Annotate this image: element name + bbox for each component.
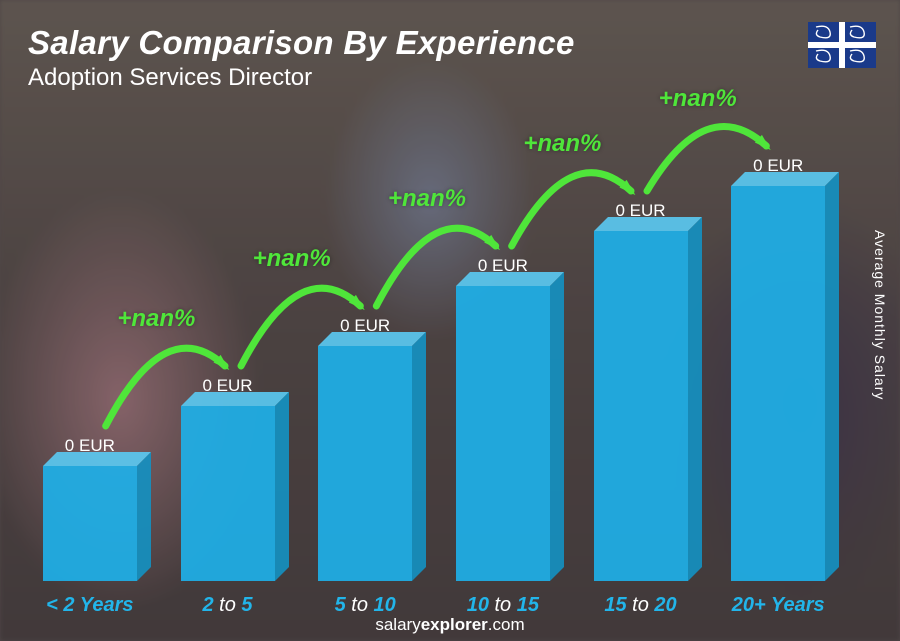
footer-suffix: .com bbox=[488, 615, 525, 634]
bar-slot: 0 EUR20+ Years bbox=[716, 156, 840, 581]
chart-subtitle: Adoption Services Director bbox=[28, 64, 872, 92]
footer-attribution: salaryexplorer.com bbox=[0, 615, 900, 635]
bar-slot: 0 EUR15 to 20 bbox=[579, 201, 703, 581]
category-label: 20+ Years bbox=[732, 594, 825, 617]
increase-label: +nan% bbox=[659, 85, 737, 113]
footer-bold: explorer bbox=[421, 615, 488, 634]
bar bbox=[181, 406, 275, 581]
bar bbox=[456, 286, 550, 581]
category-label: 2 to 5 bbox=[202, 594, 252, 617]
bar-slot: 0 EUR10 to 15 bbox=[441, 256, 565, 581]
increase-label: +nan% bbox=[117, 305, 195, 333]
bar-slot: 0 EUR5 to 10 bbox=[303, 316, 427, 581]
bar-slot: 0 EUR< 2 Years bbox=[28, 436, 152, 581]
bar bbox=[43, 466, 137, 581]
bar bbox=[731, 186, 825, 581]
bar bbox=[318, 346, 412, 581]
category-label: 5 to 10 bbox=[335, 594, 396, 617]
bar-slot: 0 EUR2 to 5 bbox=[166, 376, 290, 581]
increase-label: +nan% bbox=[388, 185, 466, 213]
flag-martinique bbox=[808, 22, 876, 68]
category-label: 15 to 20 bbox=[604, 594, 676, 617]
footer-prefix: salary bbox=[375, 615, 420, 634]
bar-chart: 0 EUR< 2 Years0 EUR2 to 50 EUR5 to 100 E… bbox=[28, 111, 840, 581]
increase-label: +nan% bbox=[523, 130, 601, 158]
category-label: 10 to 15 bbox=[467, 594, 539, 617]
y-axis-label: Average Monthly Salary bbox=[872, 230, 888, 400]
increase-label: +nan% bbox=[253, 245, 331, 273]
bar bbox=[594, 231, 688, 581]
chart-title: Salary Comparison By Experience bbox=[28, 24, 872, 62]
category-label: < 2 Years bbox=[46, 594, 133, 617]
